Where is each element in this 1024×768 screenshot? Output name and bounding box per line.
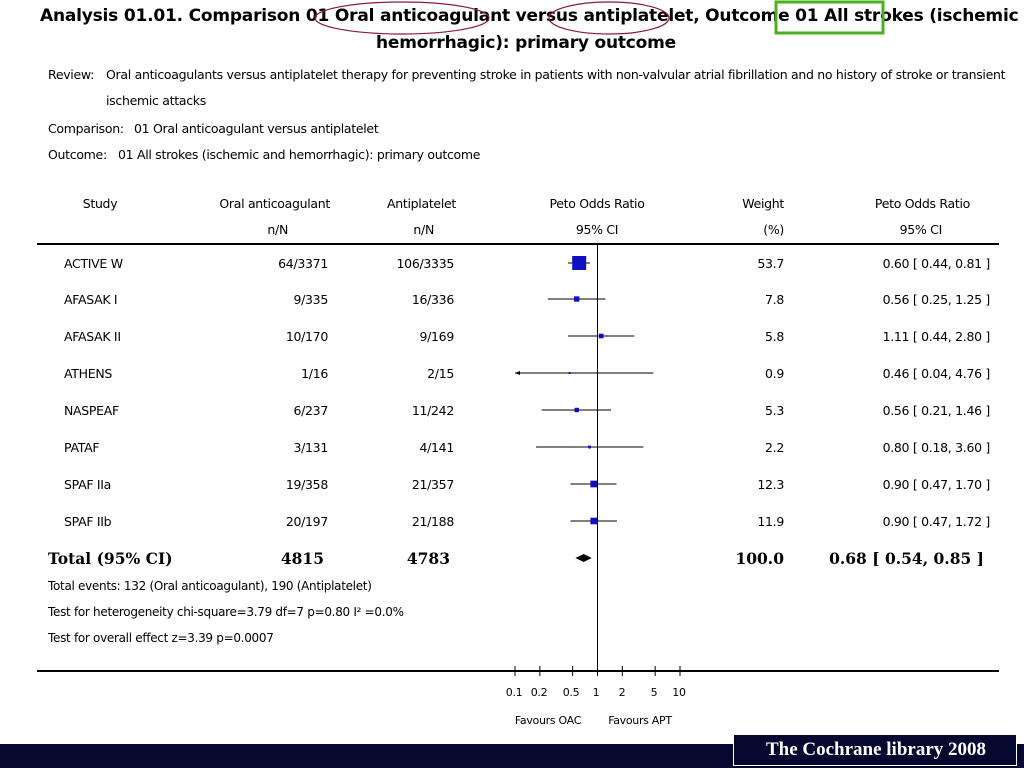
header-apt-sub: n/N (413, 222, 434, 237)
tick-label: 10 (672, 686, 686, 699)
favours-left-label: Favours OAC (514, 714, 582, 727)
row-weight: 12.3 (757, 477, 784, 492)
row-ci: 0.90 [ 0.47, 1.70 ] (882, 477, 991, 492)
row-oac: 20/197 (285, 514, 328, 529)
review-label: Review: (48, 67, 95, 82)
row-apt: 11/242 (411, 403, 454, 418)
review-text-2: ischemic attacks (106, 93, 206, 108)
row-apt: 2/15 (427, 366, 454, 381)
row-oac: 64/3371 (278, 256, 328, 271)
header-peto2-sub: 95% CI (899, 222, 943, 237)
row-study: SPAF IIb (64, 514, 112, 529)
footer-box: The Cochrane library 2008 (733, 734, 1017, 766)
total-weight: 100.0 (735, 549, 784, 568)
ci-arrow (515, 371, 520, 375)
row-oac: 1/16 (301, 366, 328, 381)
footnote-heterogeneity: Test for heterogeneity chi-square=3.79 d… (48, 605, 404, 619)
row-study: AFASAK I (64, 292, 118, 307)
comparison-label: Comparison: (48, 121, 124, 136)
row-study: SPAF IIa (64, 477, 112, 492)
total-apt: 4783 (406, 549, 450, 568)
study-marker (590, 517, 598, 525)
header-peto-sub: 95% CI (575, 222, 619, 237)
row-apt: 106/3335 (396, 256, 455, 271)
tick-label: 0.5 (562, 686, 580, 699)
study-marker (572, 256, 587, 270)
header-study: Study (82, 196, 118, 211)
title-line-2: hemorrhagic): primary outcome (376, 33, 676, 53)
row-weight: 11.9 (757, 514, 784, 529)
row-apt: 21/357 (411, 477, 454, 492)
row-apt: 21/188 (411, 514, 454, 529)
pooled-diamond (575, 554, 592, 562)
header-peto: Peto Odds Ratio (549, 196, 645, 211)
study-marker (598, 333, 604, 339)
row-oac: 19/358 (285, 477, 328, 492)
row-oac: 10/170 (285, 329, 328, 344)
footnote-events: Total events: 132 (Oral anticoagulant), … (48, 579, 372, 593)
highlight-ellipse-antiplatelet (548, 1, 670, 35)
outcome-label: Outcome: (48, 147, 107, 162)
row-weight: 0.9 (765, 366, 784, 381)
header-apt: Antiplatelet (387, 196, 456, 211)
row-ci: 0.46 [ 0.04, 4.76 ] (882, 366, 991, 381)
highlight-box-all-strokes (774, 0, 885, 35)
header-weight-sub: (%) (763, 222, 784, 237)
row-apt: 16/336 (411, 292, 454, 307)
row-ci: 0.80 [ 0.18, 3.60 ] (882, 440, 991, 455)
row-study: AFASAK II (64, 329, 121, 344)
tick-label: 0.1 (505, 686, 523, 699)
row-ci: 0.60 [ 0.44, 0.81 ] (882, 256, 991, 271)
row-oac: 6/237 (293, 403, 328, 418)
row-study: ACTIVE W (64, 256, 123, 271)
study-marker (574, 407, 579, 413)
row-apt: 9/169 (419, 329, 454, 344)
highlight-ellipse-oac (314, 1, 490, 35)
tick-label: 2 (618, 686, 626, 699)
forest-marks (515, 256, 654, 562)
comparison-text: 01 Oral anticoagulant versus antiplatele… (134, 121, 379, 136)
tick-label: 5 (650, 686, 658, 699)
row-apt: 4/141 (419, 440, 454, 455)
row-ci: 0.56 [ 0.21, 1.46 ] (882, 403, 991, 418)
review-text-1: Oral anticoagulants versus antiplatelet … (106, 67, 1006, 82)
row-oac: 3/131 (293, 440, 328, 455)
row-weight: 2.2 (765, 440, 784, 455)
row-weight: 5.8 (765, 329, 784, 344)
footnote-overall: Test for overall effect z=3.39 p=0.0007 (48, 631, 274, 645)
header-peto2: Peto Odds Ratio (874, 196, 970, 211)
title-line-1: Analysis 01.01. Comparison 01 Oral antic… (40, 6, 1024, 26)
tick-label: 0.2 (530, 686, 548, 699)
study-marker (568, 372, 571, 374)
row-study: PATAF (64, 440, 100, 455)
outcome-text: 01 All strokes (ischemic and hemorrhagic… (118, 147, 481, 162)
header-weight: Weight (742, 196, 784, 211)
row-weight: 5.3 (765, 403, 784, 418)
header-oac-sub: n/N (267, 222, 288, 237)
row-weight: 7.8 (765, 292, 784, 307)
row-study: NASPEAF (64, 403, 119, 418)
row-ci: 0.90 [ 0.47, 1.72 ] (882, 514, 991, 529)
row-ci: 0.56 [ 0.25, 1.25 ] (882, 292, 991, 307)
favours-right-label: Favours APT (608, 714, 672, 727)
study-marker (574, 296, 580, 302)
total-ci: 0.68 [ 0.54, 0.85 ] (829, 549, 984, 568)
forest-axis (514, 666, 681, 676)
header-oac: Oral anticoagulant (219, 196, 330, 211)
footer-text: The Cochrane library 2008 (765, 739, 987, 760)
row-weight: 53.7 (757, 256, 784, 271)
row-oac: 9/335 (293, 292, 328, 307)
row-study: ATHENS (64, 366, 112, 381)
total-oac: 4815 (280, 549, 324, 568)
tick-label: 1 (592, 686, 600, 699)
study-marker (590, 480, 598, 488)
row-ci: 1.11 [ 0.44, 2.80 ] (882, 329, 991, 344)
study-marker (588, 445, 591, 449)
total-label: Total (95% CI) (48, 549, 173, 568)
